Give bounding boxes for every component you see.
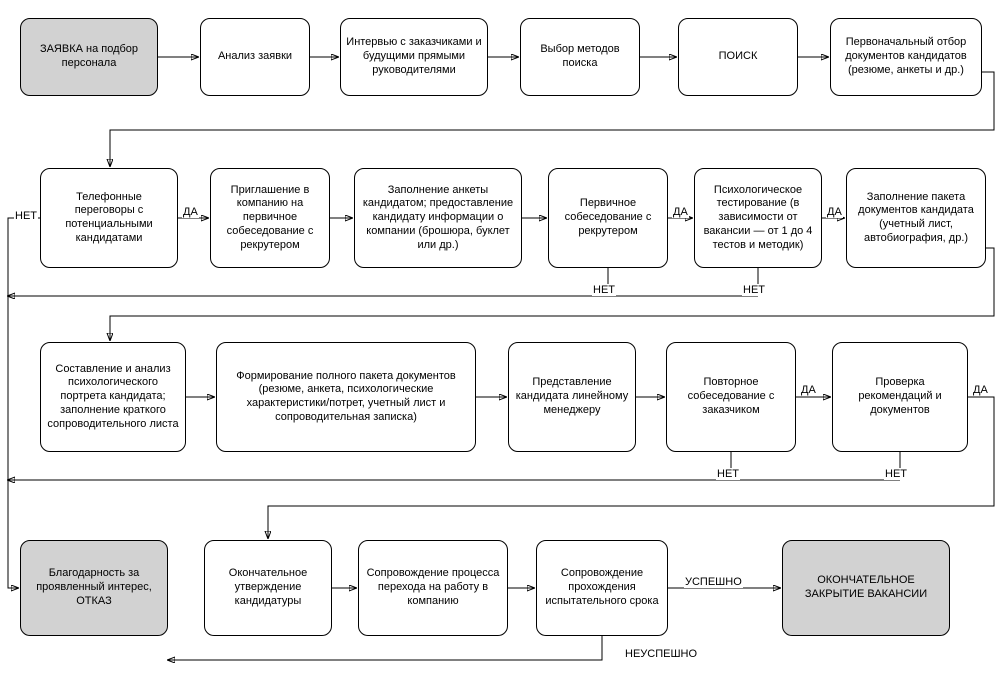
label-check-no: НЕТ — [884, 468, 908, 480]
label-first-no: НЕТ — [592, 284, 616, 296]
node-anketa: Заполнение анкеты кандидатом; предоставл… — [354, 168, 522, 268]
node-transition: Сопровождение процесса перехода на работ… — [358, 540, 508, 636]
node-present: Представление кандидата линейному менедж… — [508, 342, 636, 452]
label-phone-yes: ДА — [182, 206, 199, 218]
node-docs1: Первоначальный отбор документов кандидат… — [830, 18, 982, 96]
node-first-int: Первичное собеседование с рекрутером — [548, 168, 668, 268]
label-success: УСПЕШНО — [684, 576, 743, 588]
node-start: ЗАЯВКА на подбор персонала — [20, 18, 158, 96]
node-approve: Окончательное утверждение кандидатуры — [204, 540, 332, 636]
node-close: ОКОНЧАТЕЛЬНОЕ ЗАКРЫТИЕ ВАКАНСИИ — [782, 540, 950, 636]
node-search: ПОИСК — [678, 18, 798, 96]
node-repeat-int: Повторное собеседование с заказчиком — [666, 342, 796, 452]
label-psy-yes: ДА — [826, 206, 843, 218]
node-phone: Телефонные переговоры с потенциальными к… — [40, 168, 178, 268]
label-repeat-no: НЕТ — [716, 468, 740, 480]
node-psytest: Психологическое тестирование (в зависимо… — [694, 168, 822, 268]
node-invite: Приглашение в компанию на первичное собе… — [210, 168, 330, 268]
label-check-yes: ДА — [972, 384, 989, 396]
label-phone-no: НЕТ — [14, 210, 38, 222]
node-methods: Выбор методов поиска — [520, 18, 640, 96]
node-thanks: Благодарность за проявленный интерес, ОТ… — [20, 540, 168, 636]
node-fullpack: Формирование полного пакета документов (… — [216, 342, 476, 452]
node-probation: Сопровождение прохождения испытательного… — [536, 540, 668, 636]
node-fillpack: Заполнение пакета документов кандидата (… — [846, 168, 986, 268]
label-fail: НЕУСПЕШНО — [624, 648, 698, 660]
label-repeat-yes: ДА — [800, 384, 817, 396]
label-psy-no: НЕТ — [742, 284, 766, 296]
node-portrait: Составление и анализ психологического по… — [40, 342, 186, 452]
label-first-yes: ДА — [672, 206, 689, 218]
node-checkdocs: Проверка рекомендаций и документов — [832, 342, 968, 452]
node-interview1: Интервью с заказчиками и будущими прямым… — [340, 18, 488, 96]
node-analyze: Анализ заявки — [200, 18, 310, 96]
